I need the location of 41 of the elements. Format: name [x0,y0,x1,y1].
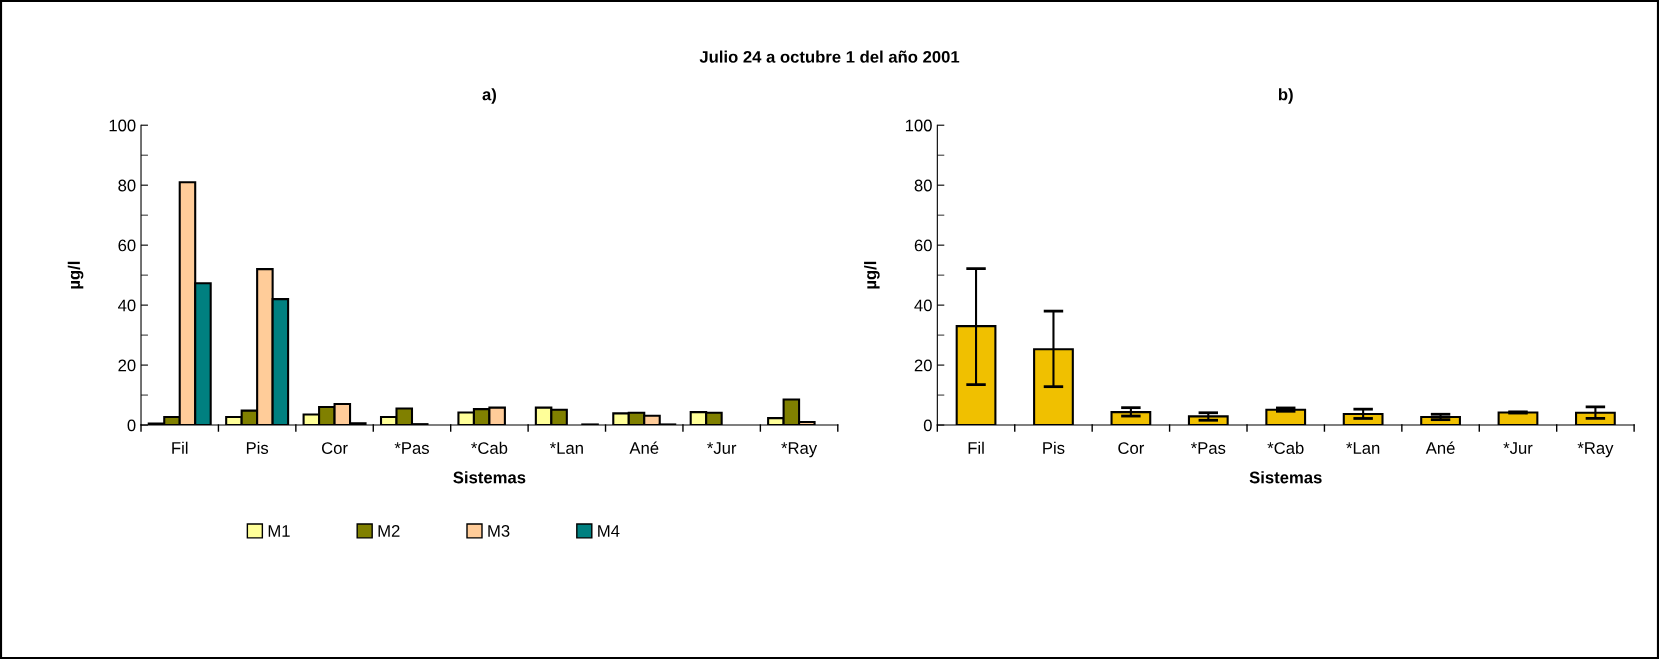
y-tick-label: 20 [118,359,136,372]
x-tick-label: Ané [1425,441,1455,454]
legend-label: M2 [378,525,400,537]
x-tick-label: *Cab [471,441,508,454]
x-axis-title: Sistemas [453,471,526,484]
y-tick-label: 0 [127,419,136,432]
x-tick-label: Ané [629,441,659,454]
chart-title: a) [482,88,496,104]
x-tick-label: *Ray [781,442,818,458]
y-tick-label: 20 [914,359,932,372]
x-tick-label: *Pas [394,442,429,454]
y-axis-title: µg/l [864,261,880,289]
y-tick-label: 40 [118,299,136,312]
x-tick-label: Pis [1043,441,1065,454]
x-axis-title: Sistemas [1249,471,1322,484]
legend-label: M3 [488,525,510,537]
y-tick-label: 60 [914,239,932,252]
y-tick-label: 0 [923,419,932,432]
y-tick-label: 80 [118,179,136,192]
x-tick-label: *Lan [1346,442,1380,454]
x-tick-label: Fil [968,441,984,454]
y-tick-label: 80 [914,179,932,192]
x-tick-label: Fil [172,441,188,454]
text: Julio 24 a octubre 1 del año 2001 [699,50,960,63]
x-tick-label: *Ray [1577,442,1614,458]
x-tick-label: Cor [1118,442,1145,454]
y-axis-title: µg/l [67,261,84,289]
legend-label: M4 [598,525,620,537]
chart-title: b) [1278,88,1293,104]
y-tick-label: 60 [118,239,136,252]
legend-label: M1 [268,525,290,537]
x-tick-label: *Cab [1267,441,1304,454]
x-tick-label: Pis [246,441,269,454]
y-tick-label: 40 [914,299,932,312]
x-tick-label: *Lan [549,442,583,454]
x-tick-label: *Jur [1503,442,1533,454]
x-tick-label: *Pas [1190,442,1226,454]
x-tick-label: Cor [321,442,348,454]
y-tick-label: 100 [109,119,136,132]
x-tick-label: *Jur [707,442,737,454]
y-tick-label: 100 [905,119,932,132]
